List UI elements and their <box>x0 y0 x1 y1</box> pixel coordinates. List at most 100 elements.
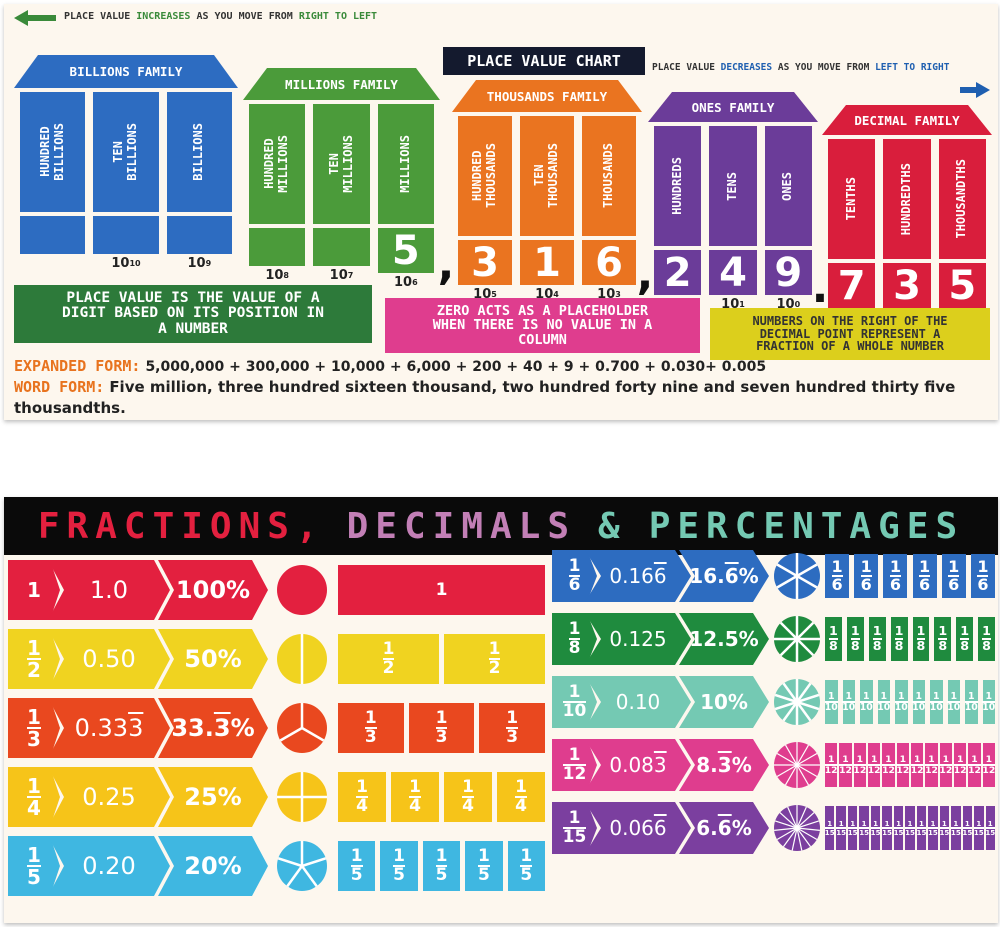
fraction: 1 10 <box>824 691 838 712</box>
roof <box>648 92 818 122</box>
fraction: 1 12 <box>853 754 867 775</box>
repeating-digit: 6 <box>653 816 667 840</box>
separator-text: , <box>636 249 654 300</box>
fraction: 1 15 <box>916 820 927 836</box>
fraction-bar <box>515 796 527 798</box>
fraction: 1 15 <box>859 820 870 836</box>
family-name-text: ONES FAMILY <box>691 99 775 115</box>
numerator: 1 <box>827 818 833 828</box>
separator-text: . <box>811 262 829 313</box>
column-label: THOUSANDS <box>601 143 616 208</box>
fraction-piece: 1 15 <box>859 806 870 850</box>
note-text: NUMBERS ON THE RIGHT OF THE DECIMAL POIN… <box>752 314 948 354</box>
fraction-bar <box>842 701 856 703</box>
pie-divider <box>279 726 303 742</box>
digit-box: 6 <box>582 240 636 286</box>
numerator: 1 <box>896 818 901 828</box>
fraction-bar <box>569 638 581 640</box>
title-bar <box>4 497 998 555</box>
denominator: 3 <box>27 727 41 751</box>
fraction-box: 1 10 <box>552 676 597 728</box>
decimal-box: 0.50 <box>48 629 170 689</box>
denominator: 15 <box>836 828 847 837</box>
fraction-bar <box>831 575 843 577</box>
fraction: 1 15 <box>882 820 892 836</box>
numerator: 1 <box>987 818 993 828</box>
power: 10 10 <box>93 255 158 271</box>
fraction-bar <box>824 701 838 703</box>
decimal-box: 0.25 <box>48 767 170 827</box>
number-text: 0.50 <box>82 645 136 673</box>
denominator: 15 <box>905 828 915 837</box>
denominator: 2 <box>27 658 41 682</box>
fraction-bar <box>910 764 924 766</box>
fraction-piece: 1 12 <box>853 743 867 787</box>
fraction-bar <box>563 827 587 829</box>
number-text: 16. <box>689 564 725 588</box>
pie-divider <box>782 827 798 847</box>
digit-box <box>313 228 370 266</box>
numerator: 1 <box>916 623 926 639</box>
denominator: 15 <box>939 828 950 837</box>
denominator: 15 <box>847 828 858 837</box>
denominator: 10 <box>912 702 926 713</box>
column: TENTHS <box>828 139 876 259</box>
number-text: 0.06 <box>609 816 654 840</box>
number-text: 10% <box>700 690 748 714</box>
column-label: HUNDREDS <box>670 157 685 215</box>
roof <box>243 68 440 100</box>
fraction: 1 12 <box>563 747 587 783</box>
family-name: ONES FAMILY <box>648 92 818 122</box>
numerator: 1 <box>964 818 970 828</box>
fraction-bar <box>872 638 882 640</box>
numerator: 1 <box>435 708 448 728</box>
fraction-bar <box>962 827 973 829</box>
numerator: 1 <box>850 623 860 639</box>
power-base: 10 <box>265 267 284 283</box>
pie-divider <box>796 827 818 841</box>
pie-divider <box>776 827 798 841</box>
pie-divider <box>774 693 798 704</box>
fraction: 1 12 <box>910 754 924 775</box>
numerator: 1 <box>977 557 989 576</box>
power: 10 4 <box>520 286 574 302</box>
fraction-bar <box>947 701 961 703</box>
header-text: LEFT TO RIGHT <box>875 62 950 73</box>
decimal-box: 0.20 <box>48 836 170 896</box>
numerator: 1 <box>938 623 948 639</box>
roof <box>452 80 642 112</box>
fraction-bar <box>488 658 501 660</box>
denominator: 15 <box>893 828 904 837</box>
fraction-bar <box>982 764 996 766</box>
fraction-bar <box>27 727 41 729</box>
repeating-digit: 3 <box>128 714 144 742</box>
pie-divider <box>796 812 815 829</box>
fraction-piece: 1 15 <box>927 806 938 850</box>
digit: 2 <box>663 249 692 296</box>
digit: 3 <box>893 262 921 309</box>
numerator: 1 <box>850 818 856 828</box>
fraction-bar <box>964 701 978 703</box>
digit: 7 <box>837 262 866 309</box>
power-base: 10 <box>597 286 616 302</box>
decimal-box: 0.06 6 <box>585 802 691 854</box>
numerator: 1 <box>985 753 993 765</box>
denominator: 8 <box>938 638 948 653</box>
numerator: 1 <box>27 774 41 798</box>
fraction-piece: 1 10 <box>912 680 926 724</box>
pie-divider <box>784 764 798 786</box>
